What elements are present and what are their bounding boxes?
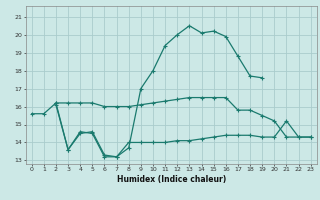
X-axis label: Humidex (Indice chaleur): Humidex (Indice chaleur) bbox=[116, 175, 226, 184]
